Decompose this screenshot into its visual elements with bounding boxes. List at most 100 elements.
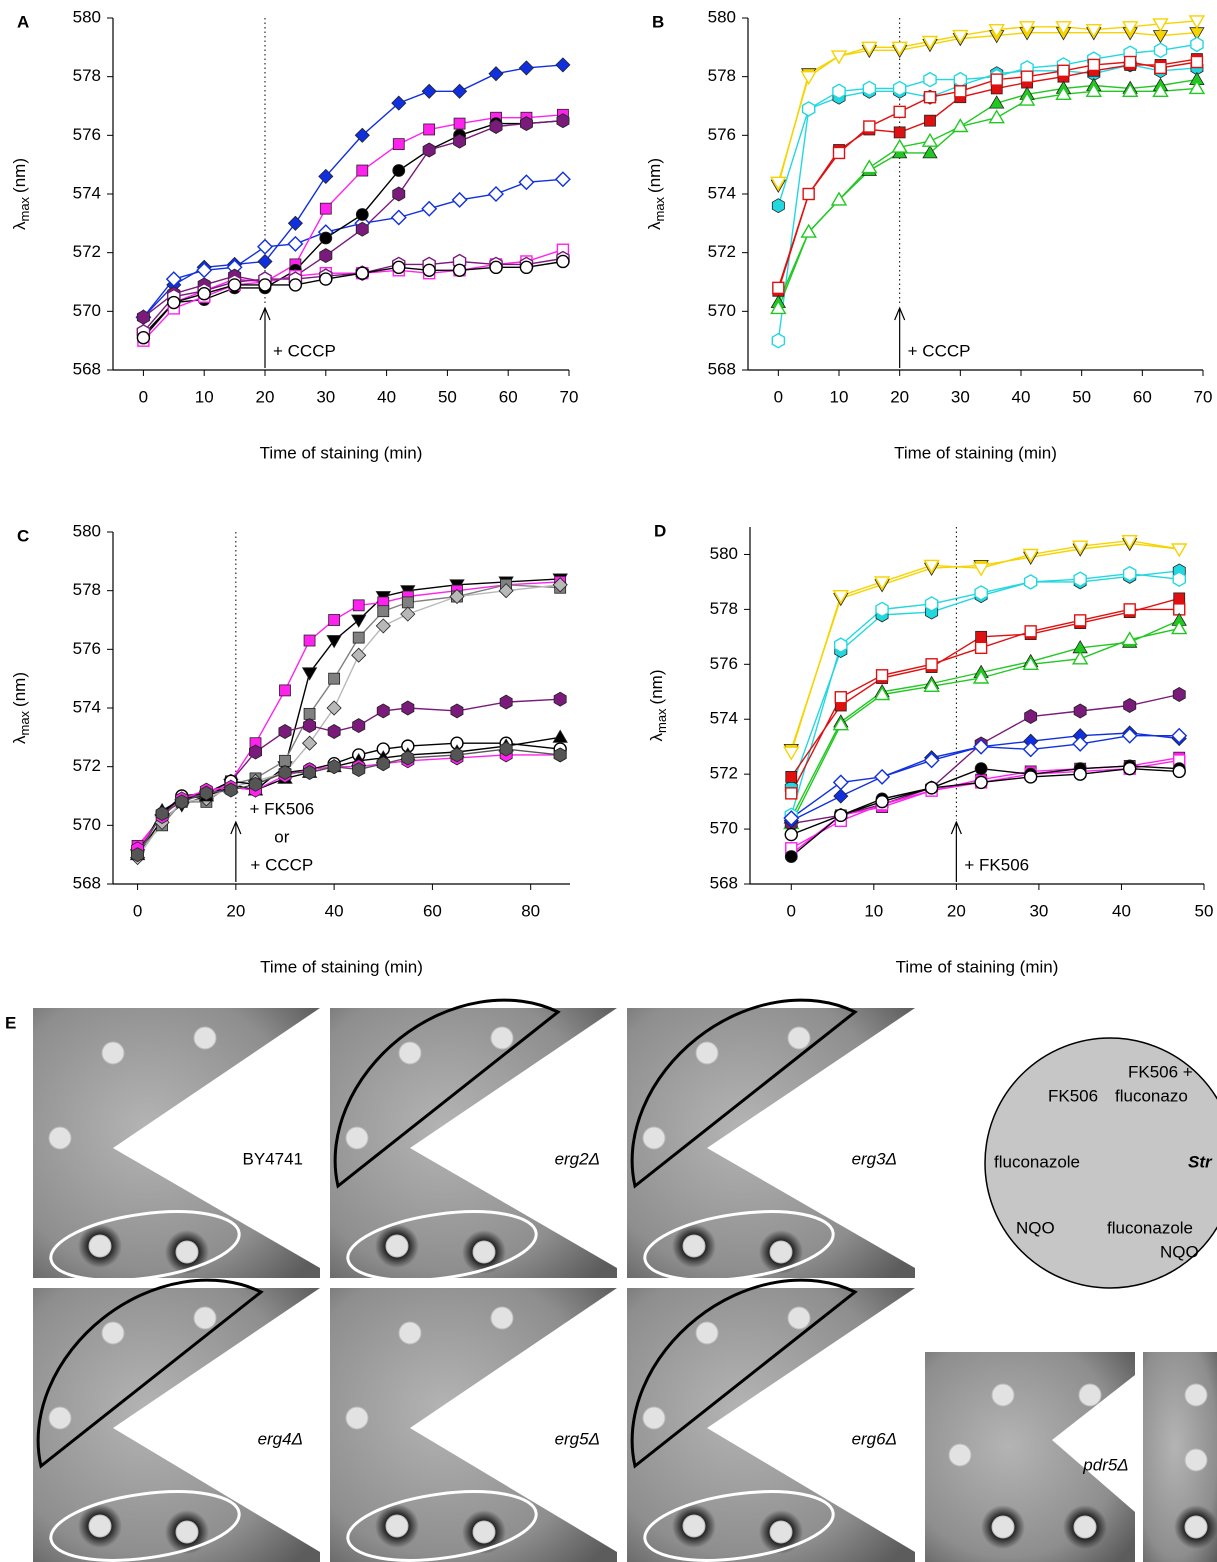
disk (695, 1041, 719, 1065)
y-label-unit: (nm) (645, 158, 664, 193)
fluconazole-outline (630, 1278, 858, 1469)
series-line (790, 627, 1180, 824)
marker (401, 700, 415, 716)
marker (834, 808, 848, 823)
y-label-subscript: max (654, 708, 669, 733)
x-axis-label: Time of staining (min) (260, 443, 423, 462)
marker (196, 262, 213, 279)
y-label-symbol: λ (645, 221, 664, 230)
x-tick-label: 40 (377, 387, 396, 406)
marker (770, 176, 787, 191)
marker (1172, 571, 1187, 588)
cut-wedge (113, 1008, 320, 1268)
marker (303, 634, 316, 647)
disk (398, 1041, 422, 1065)
x-axis-label: Time of staining (min) (896, 957, 1059, 976)
nqo-outline (346, 1490, 538, 1562)
series-line (137, 578, 561, 856)
marker (451, 191, 468, 208)
y-tick-label: 568 (708, 359, 736, 378)
marker (449, 588, 465, 605)
y-axis-label: λmax (nm) (10, 672, 32, 744)
y-tick-label: 570 (710, 819, 738, 838)
disk (1184, 1515, 1208, 1539)
marker (1123, 603, 1136, 616)
disk (472, 1240, 496, 1264)
panel-label: D (654, 521, 666, 540)
y-label-unit: (nm) (10, 158, 29, 193)
disk (101, 1321, 125, 1345)
disk (193, 1026, 217, 1050)
marker (1172, 687, 1186, 702)
marker (953, 71, 968, 88)
marker (1073, 614, 1087, 627)
marker (392, 164, 406, 177)
marker (923, 90, 937, 104)
marker (303, 707, 316, 720)
cut-wedge (707, 1008, 915, 1268)
marker (1073, 571, 1087, 588)
disk (682, 1514, 706, 1538)
marker (863, 120, 876, 133)
marker (499, 694, 513, 710)
marker (923, 71, 937, 88)
marker (376, 703, 390, 719)
disk (991, 1383, 1015, 1407)
marker (452, 83, 468, 99)
y-tick-label: 578 (73, 66, 101, 85)
arrow-head (230, 820, 242, 835)
marker (278, 724, 292, 739)
y-tick-label: 572 (710, 764, 738, 783)
marker (973, 738, 990, 755)
disk (948, 1443, 972, 1467)
key-label: FK506 + (1128, 1062, 1193, 1081)
disk (193, 1306, 217, 1330)
marker (923, 752, 940, 769)
disk (472, 1520, 496, 1544)
marker (800, 223, 817, 238)
y-tick-label: 572 (708, 242, 736, 261)
marker (832, 716, 850, 731)
disk (787, 1306, 811, 1330)
marker (893, 105, 906, 119)
series-line (791, 693, 1180, 825)
marker (923, 677, 940, 692)
x-tick-label: 50 (1072, 387, 1091, 406)
marker (301, 667, 318, 681)
arrow-head (894, 306, 906, 321)
marker (989, 95, 1005, 109)
marker (875, 601, 889, 618)
marker (392, 260, 406, 275)
marker (922, 145, 938, 159)
marker (555, 57, 571, 73)
marker (1024, 709, 1038, 724)
y-label-subscript: max (652, 196, 667, 221)
disk (1078, 1383, 1102, 1407)
x-tick-label: 30 (316, 387, 335, 406)
marker (553, 747, 567, 763)
marker (318, 168, 334, 184)
y-tick-label: 570 (708, 301, 736, 320)
marker (972, 562, 990, 577)
key-label: fluconazole (1107, 1218, 1193, 1237)
y-tick-label: 580 (708, 7, 736, 26)
marker (1072, 735, 1089, 752)
marker (974, 762, 988, 776)
marker (800, 70, 817, 86)
disk (175, 1240, 199, 1264)
disk (490, 1026, 514, 1050)
x-tick-label: 70 (1194, 387, 1213, 406)
marker (783, 810, 800, 827)
series-line (790, 759, 1180, 849)
marker (830, 50, 848, 65)
strain-label: pdr5Δ (1082, 1455, 1128, 1474)
marker (784, 827, 798, 842)
disk (642, 1406, 666, 1430)
marker (1190, 55, 1204, 69)
marker (392, 138, 405, 151)
marker (771, 332, 786, 349)
marker (1024, 625, 1037, 638)
marker (488, 66, 504, 82)
annotation: + CCCP (250, 855, 313, 874)
marker (199, 785, 213, 801)
